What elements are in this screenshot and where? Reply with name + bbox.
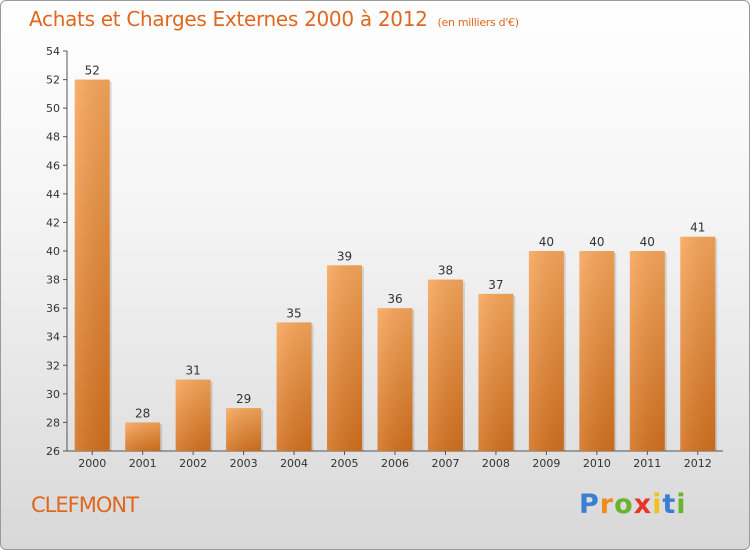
- bar-highlight: [579, 251, 615, 451]
- chart-title: Achats et Charges Externes 2000 à 2012 (e…: [29, 7, 519, 31]
- y-tick-label: 36: [46, 302, 60, 315]
- bar-highlight: [427, 279, 463, 451]
- bar-value-label: 40: [640, 235, 655, 249]
- x-tick-label: 2003: [230, 457, 258, 470]
- x-tick-label: 2002: [179, 457, 207, 470]
- x-tick-label: 2008: [482, 457, 510, 470]
- bar-highlight: [528, 251, 564, 451]
- bar-value-label: 52: [85, 64, 100, 78]
- bar-value-label: 37: [488, 278, 503, 292]
- y-tick-label: 34: [46, 331, 60, 344]
- y-tick-label: 46: [46, 159, 60, 172]
- bar-value-label: 41: [690, 221, 705, 235]
- bar-value-label: 35: [286, 306, 301, 320]
- x-tick-label: 2009: [532, 457, 560, 470]
- bar-highlight: [478, 293, 514, 451]
- x-tick-label: 2005: [331, 457, 359, 470]
- logo-letter: r: [599, 489, 615, 520]
- bar-highlight: [276, 322, 312, 451]
- logo-letter: i: [652, 489, 663, 520]
- bars: [74, 79, 718, 452]
- bar-highlight: [175, 379, 211, 451]
- bar-value-label: 28: [135, 406, 150, 420]
- x-tick-label: 2011: [633, 457, 661, 470]
- x-tick-label: 2012: [684, 457, 712, 470]
- y-tick-label: 42: [46, 216, 60, 229]
- bar-highlight: [680, 236, 716, 451]
- y-tick-label: 54: [46, 45, 60, 58]
- bar-highlight: [125, 422, 161, 451]
- x-tick-label: 2004: [280, 457, 308, 470]
- bar-highlight: [629, 251, 665, 451]
- logo-letter: i: [676, 489, 687, 520]
- bar-value-label: 36: [387, 292, 402, 306]
- y-tick-label: 26: [46, 445, 60, 458]
- logo-letter: P: [579, 489, 600, 520]
- bar-highlight: [74, 79, 110, 452]
- y-tick-label: 38: [46, 274, 60, 287]
- y-tick-label: 44: [46, 188, 60, 201]
- bar-highlight: [377, 308, 413, 451]
- bar-value-label: 39: [337, 249, 352, 263]
- chart-subtitle: (en milliers d'€): [437, 16, 519, 29]
- x-tick-label: 2010: [583, 457, 611, 470]
- x-tick-label: 2006: [381, 457, 409, 470]
- bar-value-label: 38: [438, 264, 453, 278]
- y-tick-label: 30: [46, 388, 60, 401]
- y-tick-label: 48: [46, 131, 60, 144]
- bar-value-label: 31: [186, 364, 201, 378]
- bar-highlight: [327, 265, 363, 451]
- y-tick-label: 40: [46, 245, 60, 258]
- x-tick-label: 2000: [78, 457, 106, 470]
- logo-letter: t: [662, 489, 677, 520]
- y-tick-label: 32: [46, 359, 60, 372]
- y-tick-label: 50: [46, 102, 60, 115]
- bar-value-label: 40: [539, 235, 554, 249]
- chart-title-text: Achats et Charges Externes 2000 à 2012: [29, 7, 428, 31]
- value-labels: 52 28 31 29 35 39 36 38 37 40 40 40 41: [85, 64, 706, 421]
- x-tick-label: 2001: [129, 457, 157, 470]
- y-tick-label: 28: [46, 416, 60, 429]
- logo-letter: o: [614, 489, 634, 520]
- bar-value-label: 40: [589, 235, 604, 249]
- x-tick-label: 2007: [431, 457, 459, 470]
- proxiti-logo: Proxiti: [579, 489, 687, 520]
- commune-name: CLEFMONT: [31, 493, 139, 517]
- bar-highlight: [226, 408, 262, 451]
- y-tick-label: 52: [46, 74, 60, 87]
- logo-letter: x: [633, 489, 653, 520]
- bar-value-label: 29: [236, 392, 251, 406]
- axes: 26 28 30 32 34 36 38 40 42 44 46 48 50 52 54 2000 2001 20…: [46, 45, 723, 470]
